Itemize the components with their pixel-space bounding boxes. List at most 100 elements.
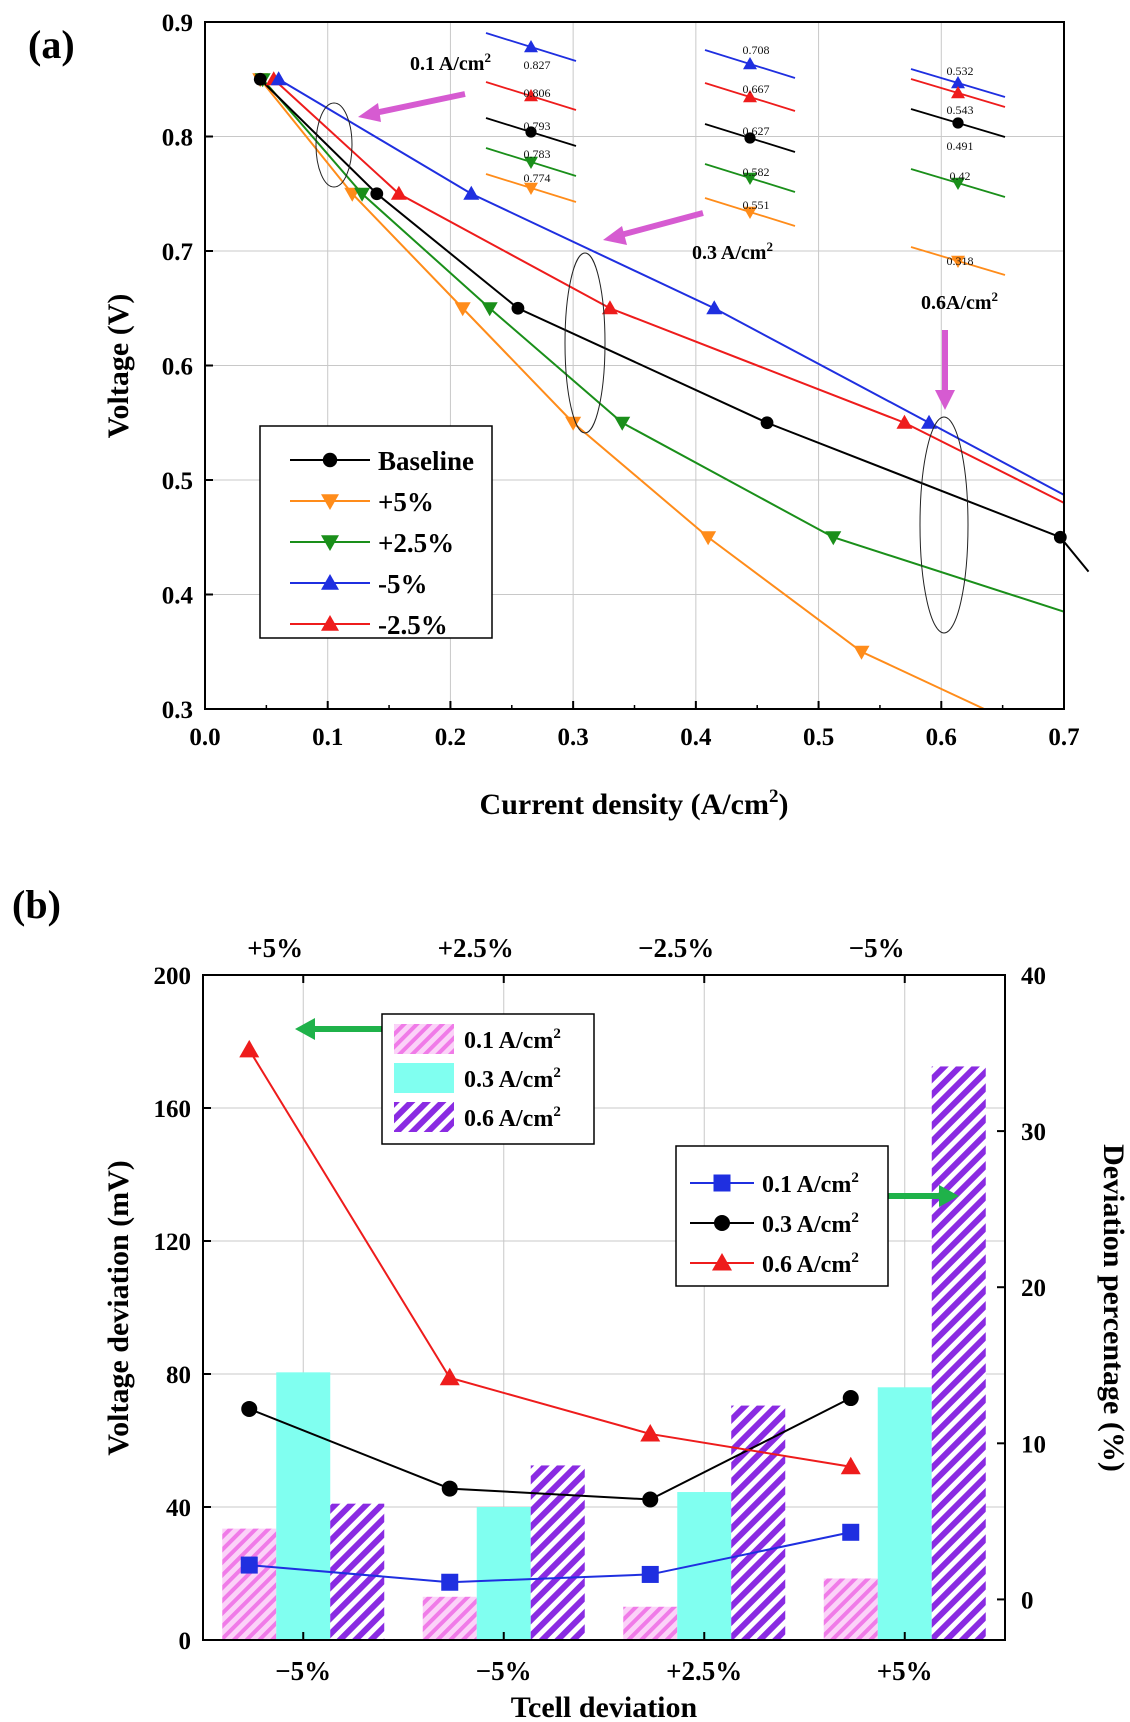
- series-point-plus5%: [700, 531, 717, 546]
- arrow-0-1-head: [358, 103, 381, 122]
- series-point-plus25%: [825, 531, 842, 546]
- legend-b-line-marker: [713, 1174, 731, 1192]
- legend-a-label: +5%: [378, 487, 434, 517]
- bar-0-6: [731, 1405, 786, 1640]
- bar-0-1: [623, 1606, 678, 1640]
- y-tick-label-b: 200: [154, 963, 192, 990]
- annot-0-6: 0.6A/cm2: [921, 289, 998, 314]
- inset-value-label: 0.827: [524, 58, 551, 72]
- inset-marker: [525, 126, 537, 138]
- series-point-plus5%: [454, 302, 471, 317]
- y-tick-label: 0.8: [162, 125, 193, 152]
- xlabel-a: Current density (A/cm2): [480, 786, 789, 821]
- inset-marker: [951, 86, 965, 99]
- y-tick-label-b-right: 20: [1021, 1275, 1046, 1302]
- annot-0-1: 0.1 A/cm2: [410, 50, 491, 75]
- inset-marker: [952, 117, 964, 129]
- panel-a-series: [252, 71, 1090, 710]
- series-point-plus5%: [565, 416, 582, 431]
- legend-b-line-marker: [714, 1215, 730, 1231]
- dev-point-0: [240, 1556, 258, 1574]
- x-tick-label-b: +5%: [877, 1656, 933, 1686]
- y-tick-label-b-right: 30: [1021, 1119, 1046, 1146]
- bar-0-6: [530, 1465, 585, 1640]
- bar-0-1: [823, 1578, 878, 1640]
- dev-line-0: [249, 1531, 851, 1584]
- inset-value-label: 0.806: [524, 86, 551, 100]
- legend-b-lines: 0.1 A/cm2 0.3 A/cm2 0.6 A/cm2: [675, 1145, 889, 1287]
- series-point-plus25%: [614, 416, 631, 431]
- inset-marker: [743, 172, 757, 185]
- series-point-plus5%: [853, 645, 870, 660]
- x-tick-label: 0.2: [435, 724, 466, 751]
- legend-a-label: Baseline: [378, 446, 474, 476]
- legend-b-line-label: 0.6 A/cm2: [762, 1250, 859, 1278]
- legend-b-bar-label: 0.3 A/cm2: [464, 1065, 561, 1093]
- inset-value-label: 0.491: [947, 139, 974, 153]
- y-tick-label-b-right: 10: [1021, 1431, 1046, 1458]
- inset-marker: [524, 89, 538, 102]
- legend-a-marker: [321, 615, 339, 631]
- inset-value-label: 0.708: [743, 43, 770, 57]
- inset-marker: [524, 40, 538, 53]
- legend-a-marker: [321, 574, 339, 590]
- inset-marker: [743, 57, 757, 70]
- dev-point-2: [840, 1456, 861, 1475]
- panel-a-ticks: 0.0 0.1 0.2 0.3 0.4 0.5 0.6 0.70.30.40.50.60.70…: [162, 10, 1080, 751]
- x-top-tick-label-b: −2.5%: [638, 933, 714, 963]
- dev-point-1: [241, 1400, 258, 1417]
- y-tick-label: 0.7: [162, 239, 193, 266]
- dev-point-0: [641, 1565, 659, 1583]
- dev-line-1: [248, 1397, 852, 1501]
- inset-value-label: 0.582: [743, 165, 770, 179]
- legend-b-bars: 0.1 A/cm2 0.3 A/cm2 0.6 A/cm2: [381, 1013, 595, 1145]
- series-point-minus5%: [463, 185, 480, 200]
- x-tick-label: 0.5: [803, 724, 834, 751]
- dev-point-0: [842, 1523, 860, 1541]
- bar-0-3: [476, 1507, 531, 1640]
- y-tick-label-b: 40: [166, 1495, 191, 1522]
- inset-value-label: 0.783: [524, 147, 551, 161]
- series-point-minus25%: [896, 414, 913, 429]
- annot-0-3: 0.3 A/cm2: [692, 239, 773, 264]
- x-top-tick-label-b: +2.5%: [438, 933, 514, 963]
- legend-b-line-label: 0.1 A/cm2: [762, 1170, 859, 1198]
- green-arrow-left-head: [295, 1018, 315, 1040]
- series-line-plus25%: [261, 78, 1065, 613]
- dev-point-2: [439, 1367, 460, 1386]
- ylabel-b-right: Deviation percentage (%): [1097, 1144, 1130, 1472]
- dev-point-1: [642, 1491, 659, 1508]
- x-tick-label: 0.1: [312, 724, 343, 751]
- bar-0-1: [422, 1596, 477, 1640]
- legend-a-label: -5%: [378, 569, 428, 599]
- legend-b-bar-label: 0.6 A/cm2: [464, 1104, 561, 1132]
- arrow-0-3-head: [603, 226, 627, 245]
- x-tick-label-b: +2.5%: [666, 1656, 742, 1686]
- ylabel-b: Voltage deviation (mV): [102, 1160, 135, 1456]
- inset-marker: [743, 90, 757, 103]
- x-top-tick-label-b: +5%: [247, 933, 303, 963]
- x-tick-label-b: −5%: [476, 1656, 532, 1686]
- series-point-minus5%: [921, 414, 938, 429]
- y-tick-label-b: 160: [154, 1096, 192, 1123]
- inset-value-label: 0.551: [743, 198, 770, 212]
- series-line-Baseline: [259, 78, 1090, 573]
- series-point-Baseline: [253, 72, 267, 86]
- x-tick-label: 0.7: [1048, 724, 1079, 751]
- inset-value-label: 0.532: [947, 64, 974, 78]
- inset-value-label: 0.627: [743, 124, 770, 138]
- dev-point-2: [640, 1423, 661, 1442]
- x-tick-label: 0.4: [680, 724, 712, 751]
- inset-marker: [744, 132, 756, 144]
- dev-point-0: [441, 1573, 459, 1591]
- panel-a-inset: 0.827 0.806 0.793 0.783 0.774 0.708 0.667 0.627…: [485, 32, 1006, 276]
- legend-a-marker: [321, 494, 339, 510]
- legend-b-line-marker: [712, 1253, 732, 1271]
- inset-value-label: 0.42: [950, 169, 971, 183]
- dev-line-2: [248, 1049, 851, 1468]
- legend-a-label: -2.5%: [378, 610, 448, 640]
- bar-0-6: [931, 1066, 986, 1640]
- panel-a-label: (a): [28, 22, 75, 67]
- inset-value-label: 0.774: [524, 171, 551, 185]
- series-point-Baseline: [511, 301, 525, 315]
